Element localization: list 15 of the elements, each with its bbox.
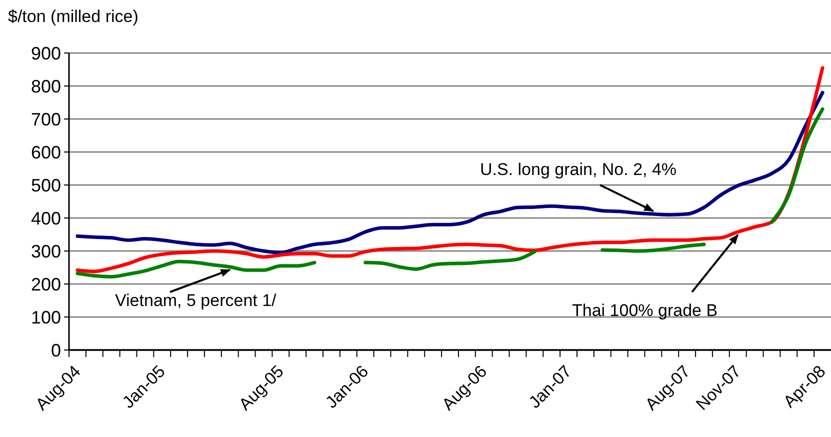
y-tick-label: 900 (30, 43, 61, 64)
text: Thai 100% grade B (572, 301, 718, 320)
y-tick-label: 800 (30, 76, 61, 96)
y-tick-label: 500 (30, 175, 61, 196)
y-tick-label: 400 (30, 208, 61, 228)
y-tick-label: 200 (30, 274, 61, 294)
y-axis-title: $/ton (milled rice) (8, 7, 138, 26)
y-tick-label: 300 (30, 241, 61, 262)
y-tick-label: 600 (30, 142, 61, 162)
series-label: Vietnam, 5 percent 1/ (115, 291, 277, 310)
line-series (76, 90, 824, 254)
y-tick-label: 0 (50, 340, 61, 360)
y-tick-label: 700 (30, 109, 61, 130)
text: U.S. long grain, No. 2, 4% (480, 160, 677, 179)
y-tick-label: 100 (30, 307, 61, 328)
